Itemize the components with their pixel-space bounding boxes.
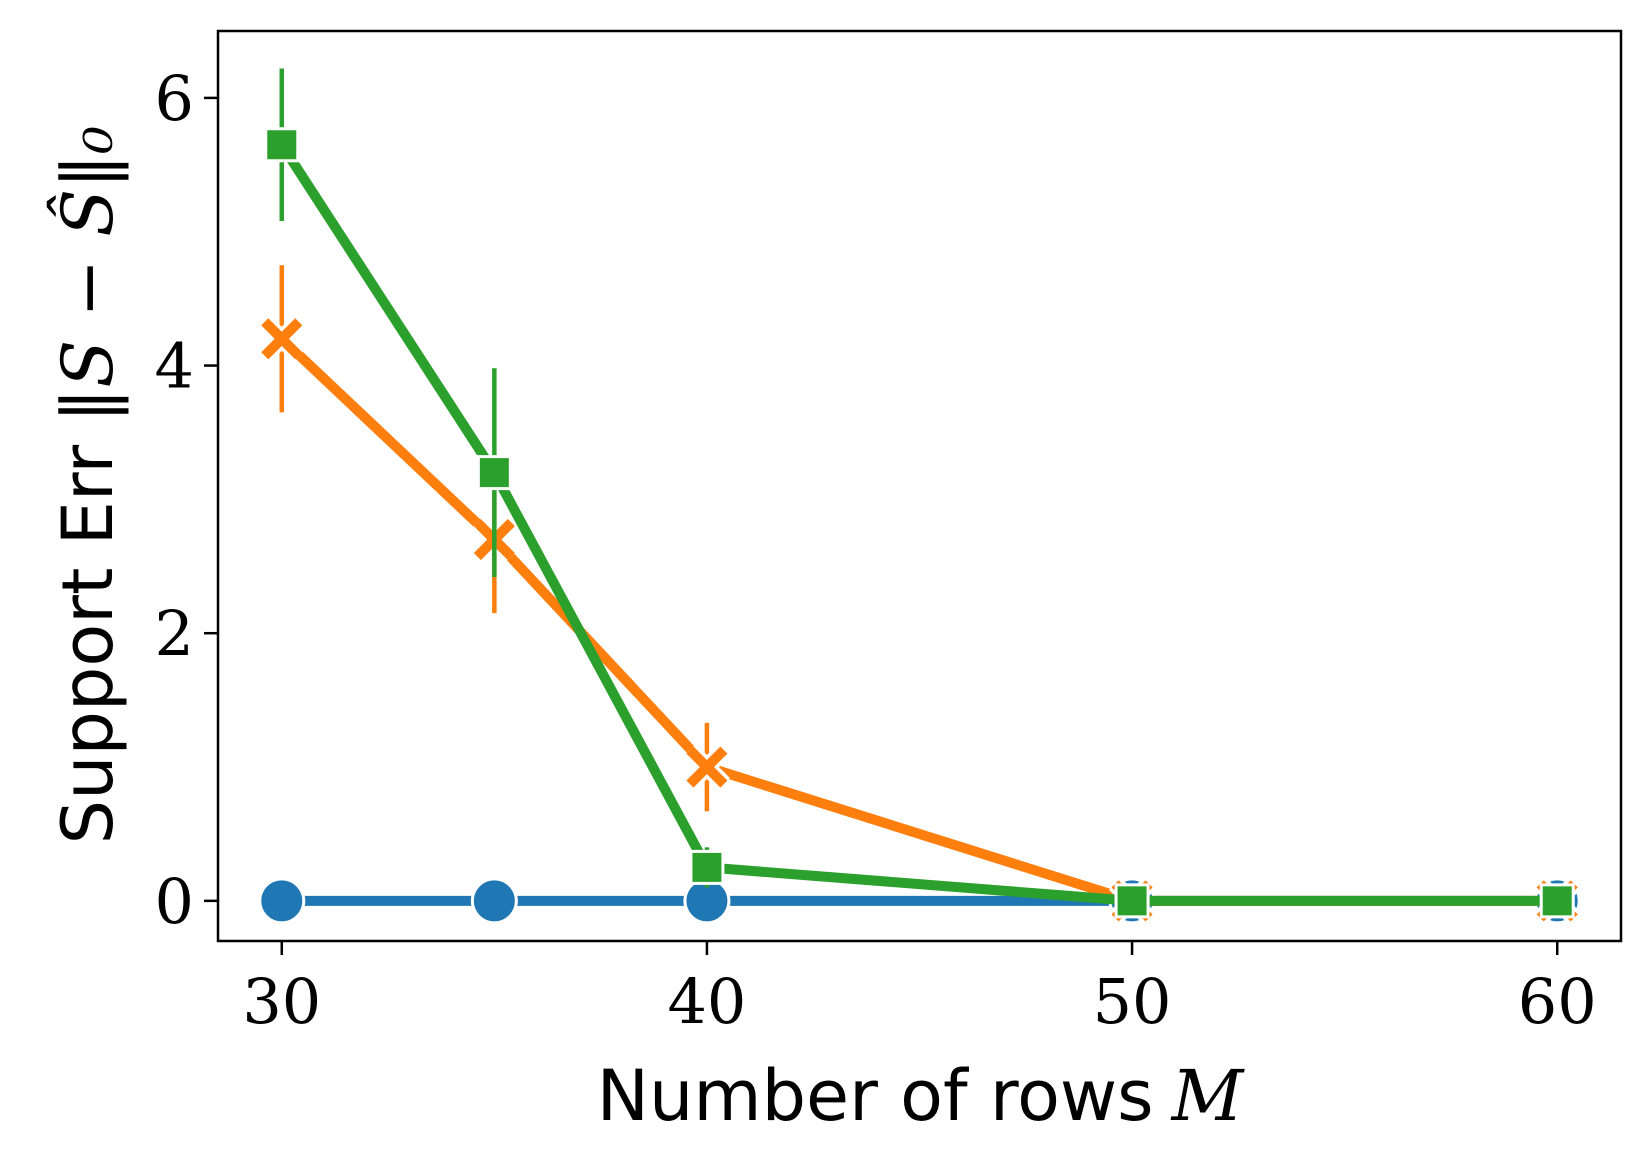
x-tick-label: 30 xyxy=(242,965,321,1038)
data-point xyxy=(258,877,306,925)
series-layer xyxy=(258,68,1581,925)
x-tick-label: 60 xyxy=(1518,965,1597,1038)
data-point xyxy=(261,318,303,360)
x-axis: 30 40 50 60 xyxy=(242,941,1597,1038)
series-square xyxy=(264,68,1575,919)
x-tick-label: 50 xyxy=(1093,965,1172,1038)
data-point xyxy=(1114,883,1150,919)
y-tick-label: 4 xyxy=(155,330,194,403)
y-tick-label: 6 xyxy=(155,62,194,135)
data-point xyxy=(689,849,725,885)
data-point xyxy=(686,746,728,788)
x-tick-label: 40 xyxy=(667,965,746,1038)
data-point xyxy=(1539,883,1575,919)
plot-area xyxy=(218,31,1621,941)
data-point xyxy=(470,877,518,925)
y-axis-label: Support Err ‖S − Ŝ‖₀ xyxy=(47,126,129,845)
y-tick-label: 2 xyxy=(155,597,194,670)
x-axis-label-text: Number of rows xyxy=(597,1055,1154,1137)
y-axis-label-math: ‖S − Ŝ‖₀ xyxy=(47,126,129,423)
y-tick-label: 0 xyxy=(155,865,194,938)
data-point xyxy=(476,455,512,491)
y-axis: 0 2 4 6 xyxy=(155,62,218,938)
y-axis-label-text: Support Err xyxy=(47,445,129,845)
x-axis-label: Number of rows M xyxy=(597,1055,1246,1137)
data-point xyxy=(264,127,300,163)
x-axis-label-variable: M xyxy=(1170,1055,1246,1137)
plot-frame xyxy=(216,29,1623,943)
